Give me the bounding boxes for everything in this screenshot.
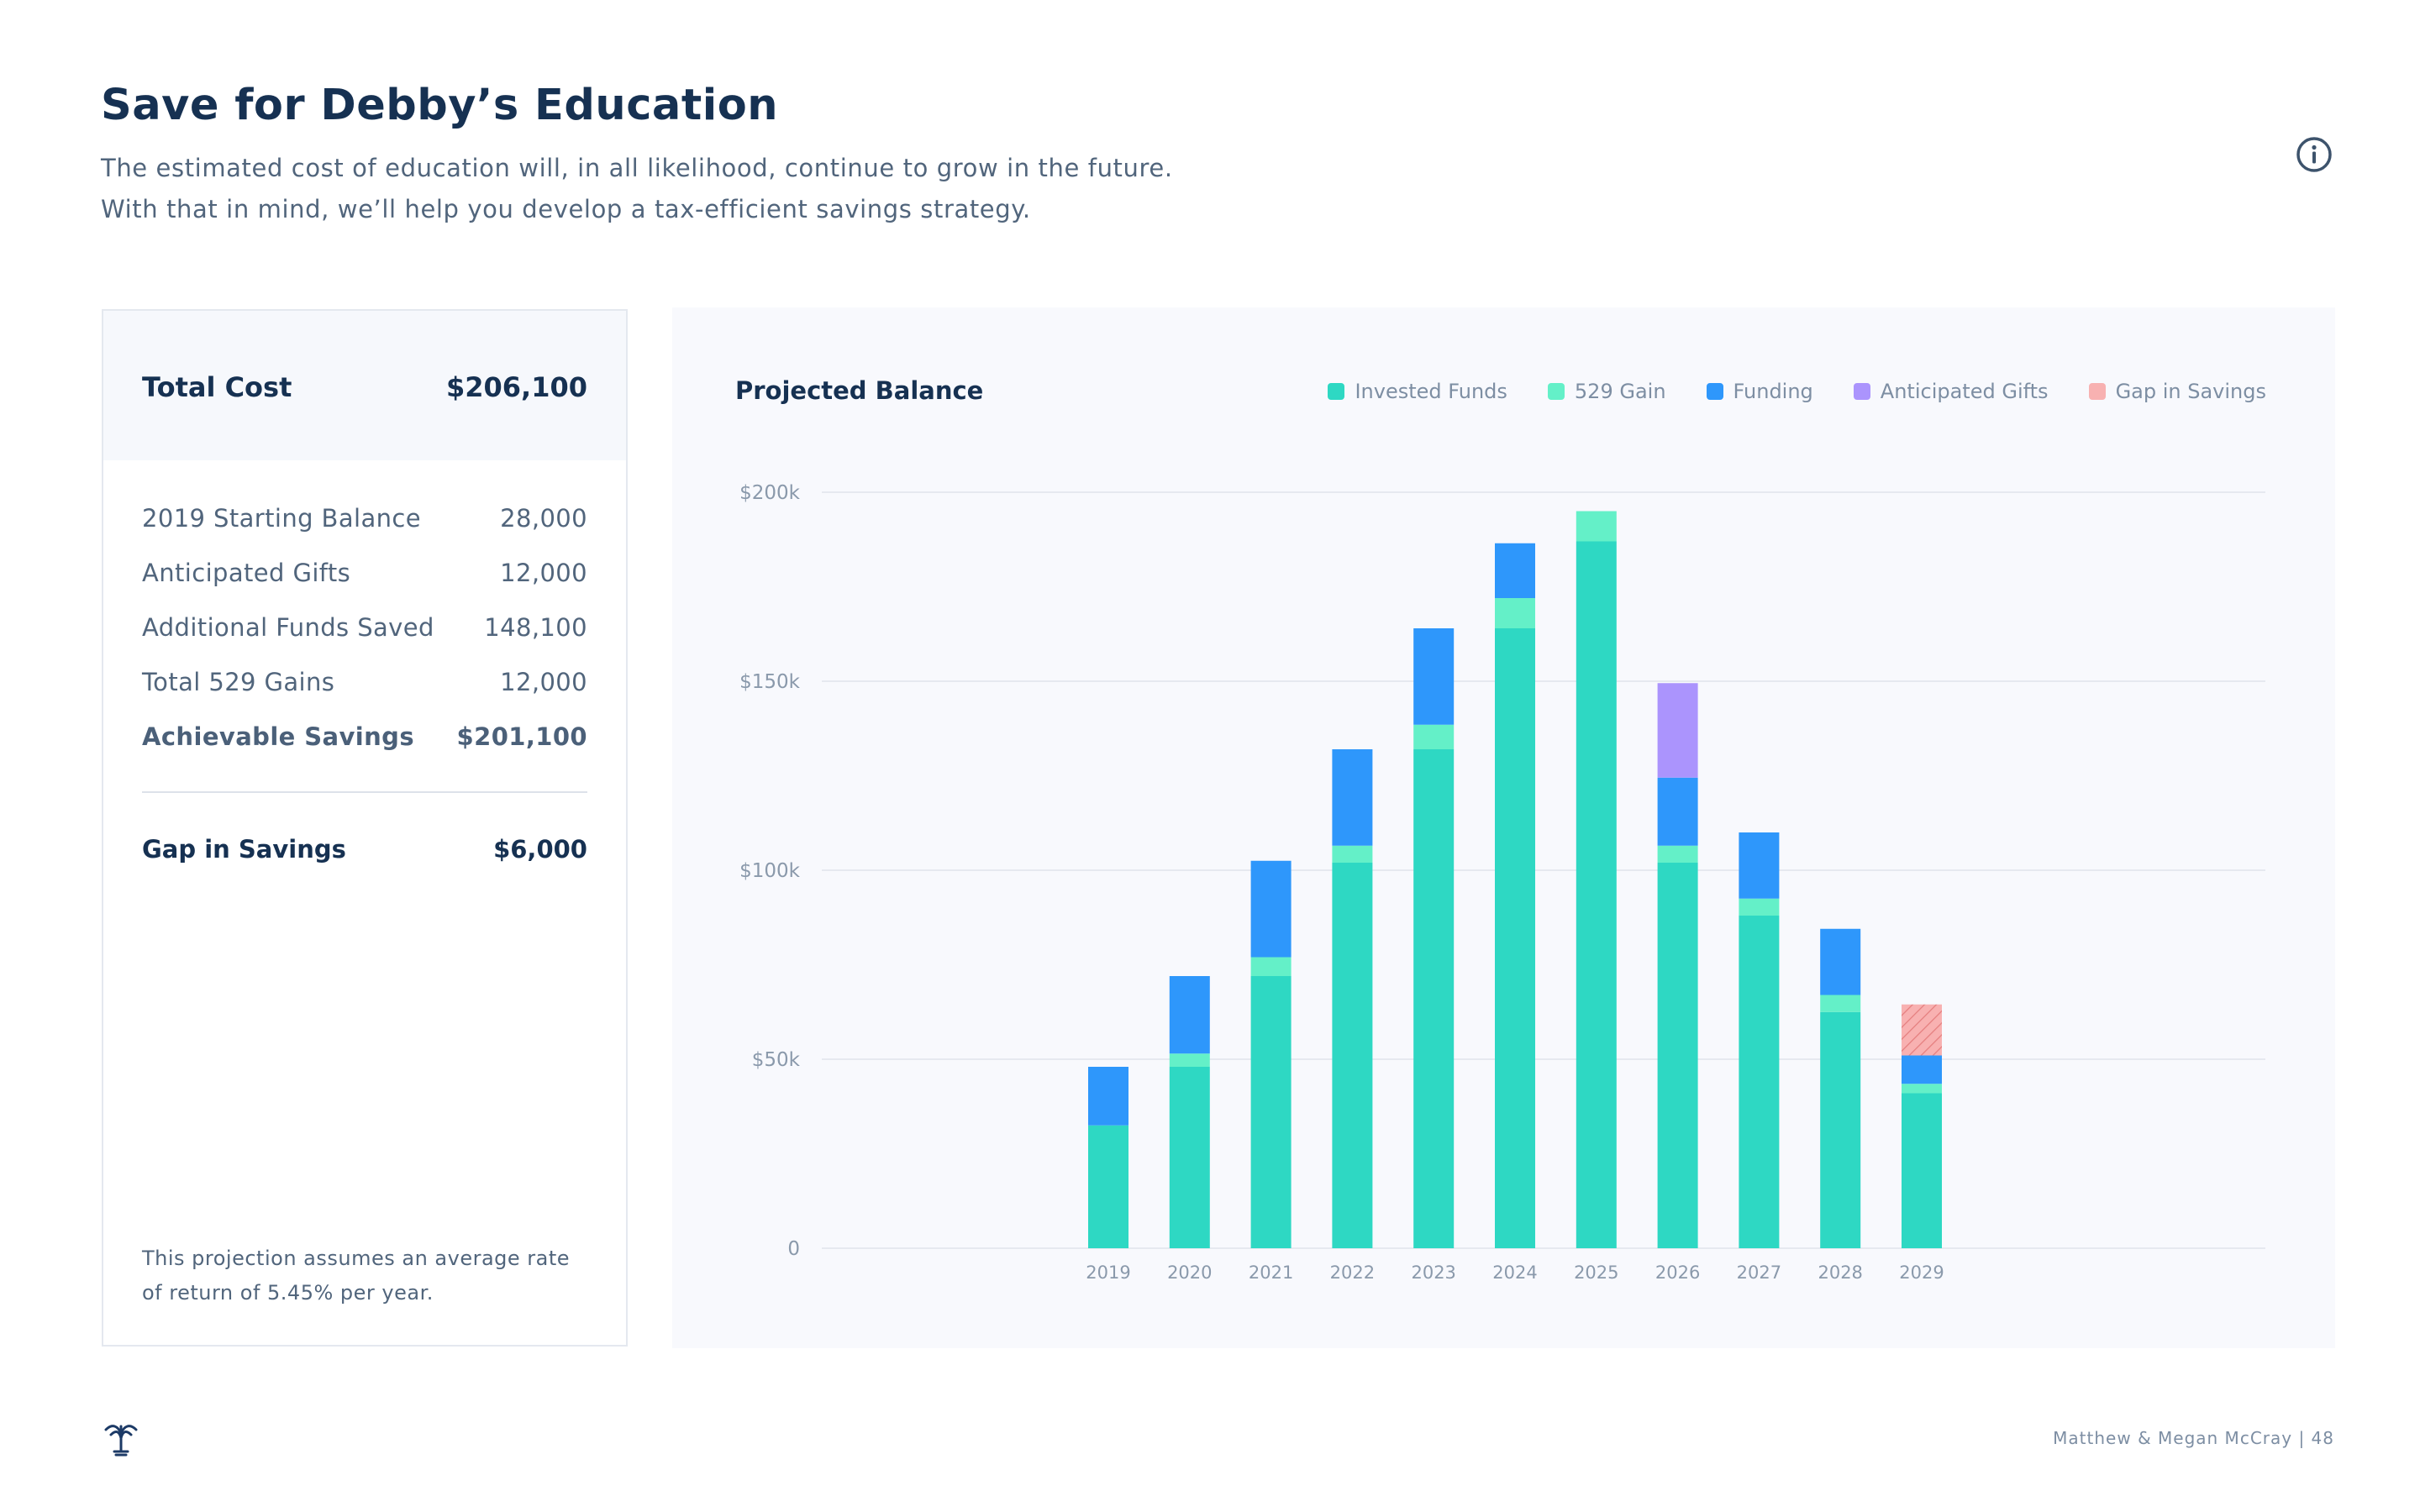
summary-row-value: 12,000 <box>500 668 587 696</box>
y-tick-label: $100k <box>739 860 801 882</box>
footer-client-page: Matthew & Megan McCray | 48 <box>2053 1428 2334 1448</box>
summary-row-value: 28,000 <box>500 504 587 533</box>
legend-item-anticipated-gifts: Anticipated Gifts <box>1853 380 2049 403</box>
x-tick-label: 2019 <box>1086 1263 1130 1283</box>
x-tick-label: 2027 <box>1737 1263 1781 1283</box>
legend-item-funding: Funding <box>1706 380 1813 403</box>
chart-title: Projected Balance <box>735 376 984 405</box>
bar-segment-invested-funds <box>1088 1125 1128 1248</box>
legend-swatch <box>1706 383 1723 400</box>
x-tick-label: 2021 <box>1249 1263 1293 1283</box>
bar-segment-529-gain <box>1332 845 1373 863</box>
x-tick-label: 2025 <box>1574 1263 1618 1283</box>
summary-row-value: 12,000 <box>500 559 587 587</box>
summary-row-label: Total 529 Gains <box>142 668 335 696</box>
page-title: Save for Debby’s Education <box>101 81 779 130</box>
bar-segment-invested-funds <box>1657 863 1698 1248</box>
bar-segment-529-gain <box>1576 511 1617 542</box>
y-tick-label: $150k <box>739 671 801 693</box>
bar-segment-529-gain <box>1250 957 1292 976</box>
summary-row-starting-balance: 2019 Starting Balance 28,000 <box>142 504 587 559</box>
legend-label: Anticipated Gifts <box>1880 380 2049 403</box>
legend-label: Invested Funds <box>1355 380 1507 403</box>
bar-segment-anticipated-gifts <box>1657 683 1698 778</box>
bar-segment-invested-funds <box>1250 976 1292 1248</box>
bar-segment-invested-funds <box>1169 1067 1210 1248</box>
fountain-logo-icon <box>104 1425 138 1457</box>
bar-segment-529-gain <box>1739 898 1780 916</box>
bar-segment-gap-in-savings <box>1902 1004 1942 1056</box>
legend-item-gap-in-savings: Gap in Savings <box>2088 380 2266 403</box>
summary-row-529-gains: Total 529 Gains 12,000 <box>142 668 587 722</box>
bar-segment-funding <box>1088 1067 1128 1126</box>
bar-segment-invested-funds <box>1576 541 1617 1248</box>
bar-segment-invested-funds <box>1332 863 1373 1248</box>
summary-rows: 2019 Starting Balance 28,000 Anticipated… <box>142 504 587 777</box>
projected-balance-chart: Projected Balance Invested Funds 529 Gai… <box>672 307 2335 1348</box>
legend-swatch <box>1328 383 1345 400</box>
summary-row-additional-funds: Additional Funds Saved 148,100 <box>142 613 587 668</box>
bar-segment-funding <box>1820 928 1861 995</box>
bar-segment-funding <box>1413 628 1455 725</box>
summary-row-label: 2019 Starting Balance <box>142 504 421 533</box>
summary-row-anticipated-gifts: Anticipated Gifts 12,000 <box>142 559 587 613</box>
summary-row-label: Additional Funds Saved <box>142 613 434 642</box>
bar-segment-529-gain <box>1169 1053 1210 1067</box>
x-tick-label: 2024 <box>1492 1263 1537 1283</box>
summary-row-achievable-savings: Achievable Savings $201,100 <box>142 722 587 777</box>
x-tick-label: 2026 <box>1655 1263 1700 1283</box>
legend-swatch <box>1547 383 1565 400</box>
bar-segment-funding <box>1902 1055 1942 1084</box>
legend-swatch <box>1853 383 1870 400</box>
x-tick-label: 2020 <box>1167 1263 1212 1283</box>
y-tick-label: 0 <box>787 1238 800 1260</box>
bar-segment-invested-funds <box>1902 1093 1942 1248</box>
legend-label: 529 Gain <box>1574 380 1666 403</box>
card-header: Total Cost $206,100 <box>103 311 626 460</box>
legend-item-529-gain: 529 Gain <box>1547 380 1666 403</box>
y-tick-label: $50k <box>752 1049 801 1071</box>
gap-in-savings-label: Gap in Savings <box>142 835 346 864</box>
bar-segment-invested-funds <box>1413 749 1455 1248</box>
total-cost-value: $206,100 <box>445 371 587 403</box>
legend-item-invested-funds: Invested Funds <box>1328 380 1507 403</box>
bar-segment-529-gain <box>1820 995 1861 1012</box>
bar-segment-invested-funds <box>1495 628 1535 1248</box>
bar-segment-funding <box>1332 749 1373 846</box>
bar-segment-529-gain <box>1902 1084 1942 1094</box>
bar-segment-529-gain <box>1495 598 1535 628</box>
bar-segment-funding <box>1250 860 1292 958</box>
gap-in-savings-value: $6,000 <box>493 835 587 864</box>
legend-label: Funding <box>1733 380 1813 403</box>
page-subtitle: The estimated cost of education will, in… <box>101 154 1173 223</box>
cost-summary-card: Total Cost $206,100 2019 Starting Balanc… <box>102 309 628 1347</box>
legend-label: Gap in Savings <box>2115 380 2266 403</box>
bar-segment-funding <box>1495 543 1535 598</box>
summary-row-value: 148,100 <box>484 613 587 642</box>
x-tick-label: 2028 <box>1818 1263 1862 1283</box>
x-tick-label: 2022 <box>1330 1263 1375 1283</box>
x-tick-label: 2029 <box>1899 1263 1944 1283</box>
total-cost-label: Total Cost <box>142 371 292 403</box>
divider <box>142 791 587 793</box>
bar-segment-529-gain <box>1413 724 1455 749</box>
bar-segment-529-gain <box>1657 845 1698 863</box>
info-icon[interactable] <box>2296 136 2333 173</box>
bar-segment-funding <box>1739 832 1780 899</box>
y-tick-label: $200k <box>739 482 801 504</box>
legend-swatch <box>2088 383 2106 400</box>
bar-segment-funding <box>1657 777 1698 846</box>
summary-row-value: $201,100 <box>456 722 587 751</box>
summary-row-label: Achievable Savings <box>142 722 414 751</box>
x-tick-label: 2023 <box>1411 1263 1455 1283</box>
projection-note: This projection assumes an average rate … <box>142 1247 571 1305</box>
chart-legend: Invested Funds 529 Gain Funding Anticipa… <box>1328 380 2266 403</box>
bar-segment-invested-funds <box>1820 1011 1861 1248</box>
summary-row-label: Anticipated Gifts <box>142 559 351 587</box>
bar-segment-funding <box>1169 976 1210 1054</box>
bar-segment-invested-funds <box>1739 916 1780 1248</box>
chart-plot: 0 $50k $100k $150k $200k 2019 2020 2021 2022 2023… <box>739 482 2265 1283</box>
